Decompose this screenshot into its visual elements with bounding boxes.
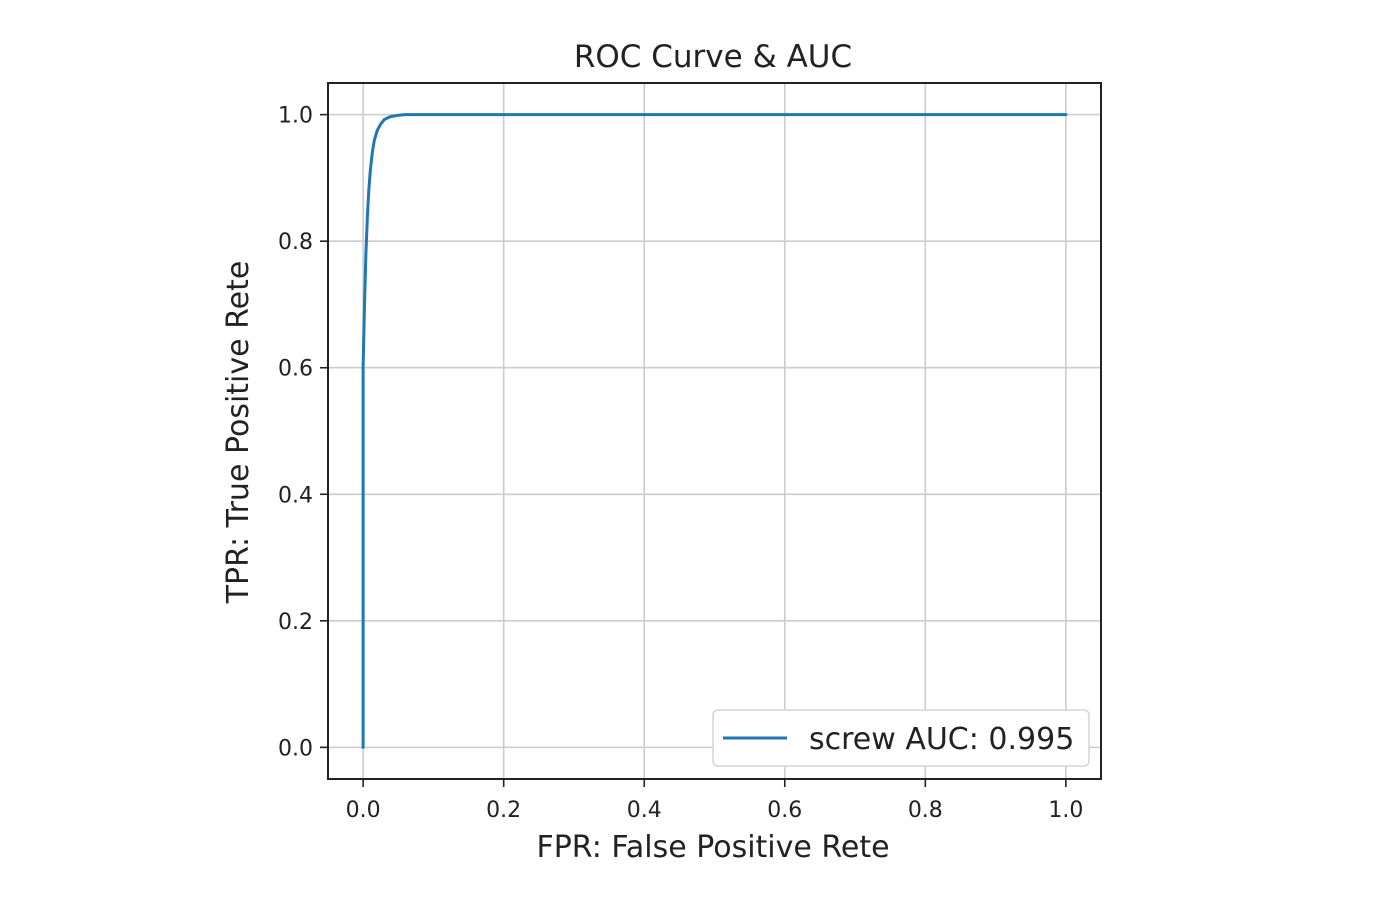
chart-title: ROC Curve & AUC (574, 39, 852, 75)
x-tick-label: 0.4 (627, 798, 662, 823)
x-tick-label: 0.0 (346, 798, 381, 823)
y-tick-label: 0.0 (278, 736, 313, 761)
x-tick-label: 0.8 (908, 798, 943, 823)
grid-lines (328, 83, 1101, 779)
legend: screw AUC: 0.995 (712, 709, 1090, 767)
series-layer (361, 113, 1068, 749)
y-tick-label: 0.2 (278, 610, 313, 635)
x-axis-label: FPR: False Positive Rete (536, 830, 889, 865)
legend-box (712, 709, 1090, 767)
y-axis-label: TPR: True Positive Rete (221, 261, 256, 605)
axis-ticks: 0.0 0.2 0.4 0.6 0.8 1.0 0.0 0.2 0.4 0.6 0.8 1.0 (278, 104, 1083, 823)
x-tick-label: 1.0 (1048, 798, 1083, 823)
y-tick-label: 1.0 (278, 104, 313, 129)
y-tick-label: 0.8 (278, 230, 313, 255)
legend-label: screw AUC: 0.995 (809, 722, 1074, 757)
x-tick-label: 0.2 (486, 798, 521, 823)
y-tick-label: 0.4 (278, 483, 313, 508)
roc-curve-line (361, 113, 1068, 749)
y-tick-label: 0.6 (278, 357, 313, 382)
x-tick-label: 0.6 (767, 798, 802, 823)
plot-frame (327, 82, 1102, 780)
